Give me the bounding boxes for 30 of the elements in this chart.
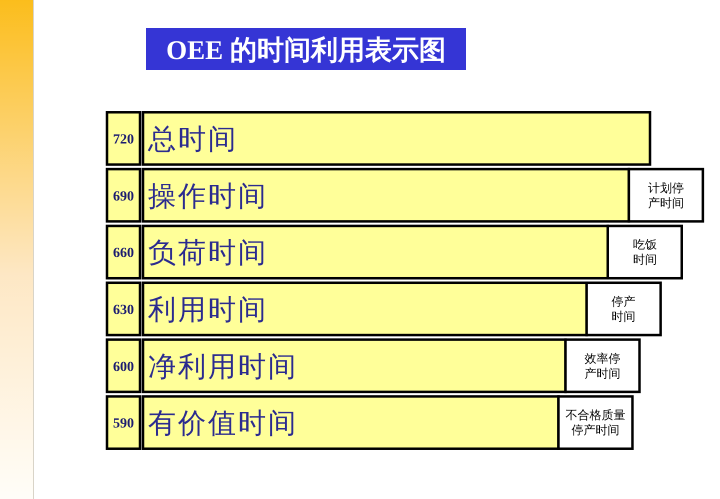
annotation: 效率停产时间 xyxy=(564,338,641,394)
annotation: 不合格质量停产时间 xyxy=(565,408,626,438)
data-label: 690 xyxy=(113,189,134,204)
data-label: 720 xyxy=(106,111,142,166)
annotation: 停产时间 xyxy=(612,294,636,324)
data-label: 720 xyxy=(113,132,134,148)
y-tick-label: 有价值时间 xyxy=(148,408,298,440)
annotation: 吃饭时间 xyxy=(632,238,657,267)
data-label: 690 xyxy=(106,168,142,223)
annotation: 停产时间 xyxy=(585,282,662,336)
y-tick-label: 利用时间 xyxy=(148,294,268,326)
annotation: 计划停产时间 xyxy=(628,168,704,223)
data-label: 660 xyxy=(106,224,142,280)
annotation: 效率停产时间 xyxy=(584,351,620,380)
data-label: 630 xyxy=(106,282,142,336)
title: OEE 的时间利用表示图 xyxy=(146,28,466,70)
y-tick-label: 负荷时间 xyxy=(148,238,268,270)
data-label: 660 xyxy=(113,246,134,262)
y-tick-label: 净利用时间 xyxy=(148,352,298,383)
data-label: 630 xyxy=(113,302,134,318)
chart-title: OEE 的时间利用表示图 xyxy=(166,35,446,65)
annotation: 吃饭时间 xyxy=(606,224,683,280)
data-label: 590 xyxy=(113,416,134,432)
annotation: 不合格质量停产时间 xyxy=(557,395,634,450)
data-label: 600 xyxy=(106,338,142,394)
y-tick-label: 总时间 xyxy=(147,124,238,156)
annotation: 计划停产时间 xyxy=(648,180,684,210)
data-label: 590 xyxy=(106,395,142,450)
data-label: 600 xyxy=(113,360,134,375)
y-tick-label: 操作时间 xyxy=(148,181,268,212)
